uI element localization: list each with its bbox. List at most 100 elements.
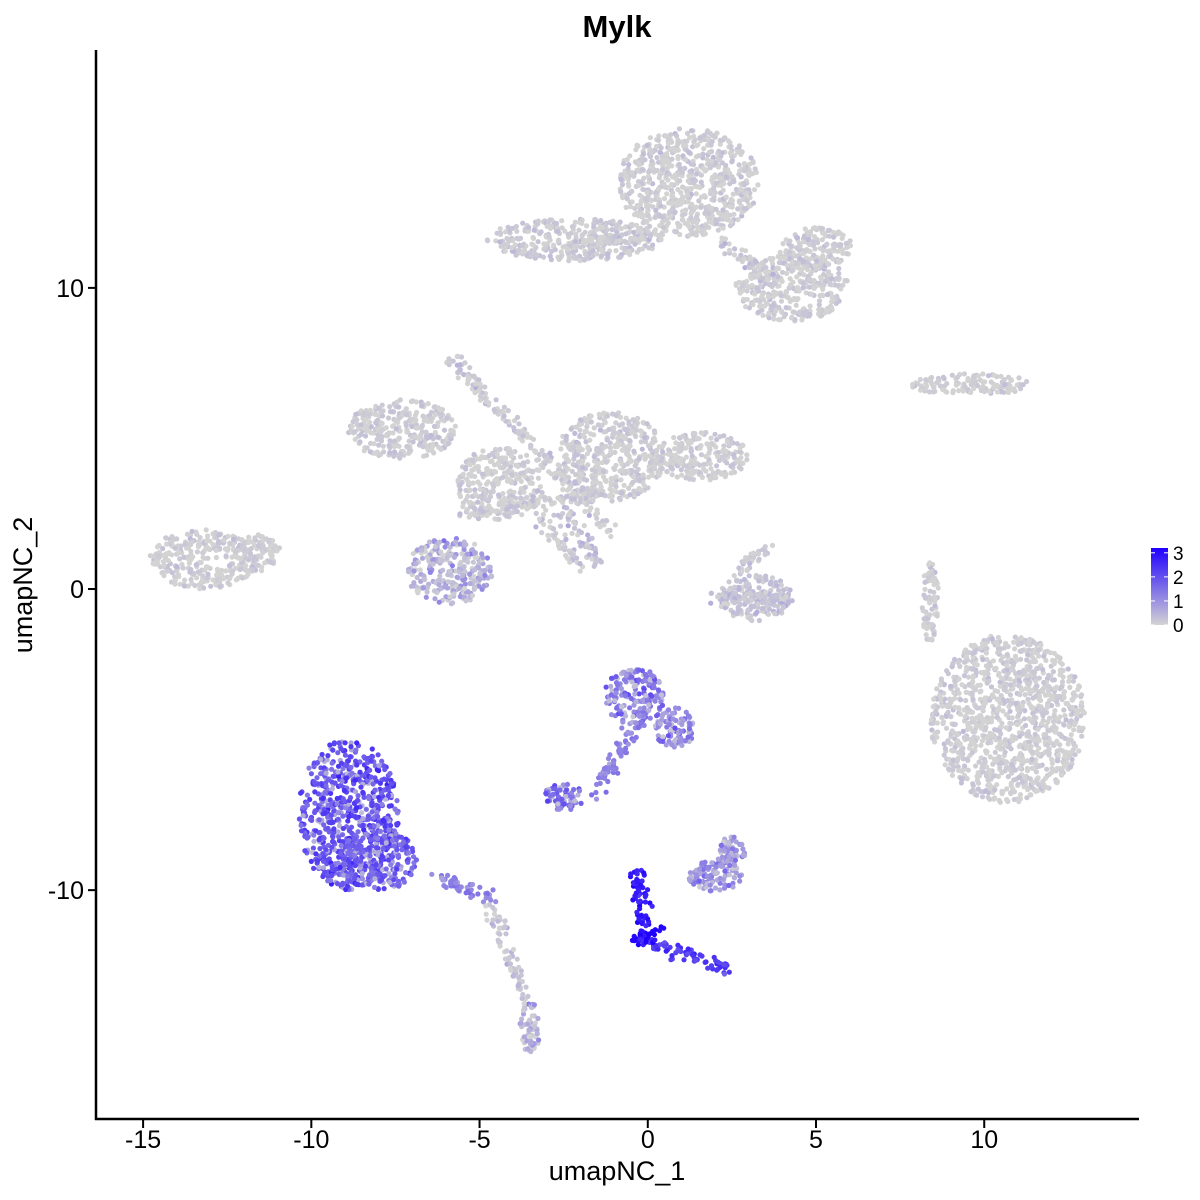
cell-point [628, 222, 634, 228]
cell-point [704, 441, 710, 447]
cell-point [491, 462, 498, 468]
cell-point [509, 459, 515, 465]
cell-point [783, 305, 789, 311]
cell-point [391, 438, 397, 444]
cell-point [463, 466, 469, 472]
cell-point [1054, 738, 1060, 744]
cell-point [675, 458, 681, 464]
cell-point [412, 412, 418, 418]
cell-point [659, 154, 666, 160]
cell-point [1029, 749, 1035, 755]
cell-point [628, 235, 634, 241]
cell-point [999, 770, 1005, 776]
cell-point [804, 247, 810, 253]
cell-point [803, 255, 809, 261]
cell-point [1044, 692, 1050, 698]
cell-point [991, 773, 997, 779]
cell-point [736, 162, 742, 168]
cell-point [460, 572, 466, 579]
cell-point [502, 248, 508, 254]
cell-point [156, 542, 162, 549]
cell-point [840, 250, 846, 256]
cell-point [515, 463, 521, 469]
cell-point [996, 754, 1002, 760]
cell-point [1061, 689, 1067, 695]
cell-point [756, 617, 763, 624]
cell-point [765, 611, 772, 617]
cell-point [633, 222, 640, 228]
cell-point [1035, 647, 1042, 653]
cell-point [713, 206, 719, 212]
cell-point [1043, 657, 1049, 664]
cell-point [611, 429, 618, 435]
cell-point [680, 153, 686, 159]
cell-point [698, 172, 705, 178]
cell-point [656, 212, 662, 218]
cell-point [426, 539, 433, 545]
cell-point [727, 181, 733, 187]
cell-point [1015, 781, 1021, 787]
cell-point [981, 701, 987, 707]
cell-point [706, 210, 712, 217]
cell-point [710, 154, 716, 160]
cell-point [708, 466, 714, 472]
cell-point [431, 404, 437, 410]
cell-point [632, 241, 638, 247]
cell-point [828, 304, 835, 310]
cell-point [1067, 764, 1074, 770]
cell-point [410, 419, 416, 425]
cell-point [992, 787, 998, 793]
cell-point [928, 374, 935, 381]
cell-point [174, 536, 180, 542]
cell-point [962, 714, 968, 720]
cell-point [1066, 724, 1072, 730]
cell-point [756, 309, 762, 315]
cell-point [736, 458, 742, 465]
cell-point [744, 278, 750, 284]
cell-point [247, 550, 253, 557]
cell-point [784, 270, 790, 276]
cell-point [364, 445, 370, 451]
cell-point [372, 450, 378, 456]
cell-point [1080, 725, 1086, 731]
cell-point [213, 547, 219, 553]
cell-point [634, 142, 641, 148]
cell-point [825, 260, 831, 267]
cell-point [1011, 386, 1017, 392]
cell-point [921, 592, 927, 598]
cell-point [928, 636, 935, 642]
cell-point [834, 275, 840, 282]
cell-point [795, 265, 802, 271]
cell-point [420, 585, 426, 591]
cell-point [255, 543, 262, 549]
cell-point [672, 452, 679, 458]
cell-point [694, 229, 700, 235]
cell-point [527, 480, 533, 486]
cell-point [970, 696, 976, 702]
cell-point [565, 444, 572, 450]
cell-point [1008, 761, 1015, 767]
cell-point [665, 220, 671, 226]
cell-point [956, 706, 962, 712]
cell-point [778, 293, 784, 299]
cell-point [563, 433, 570, 439]
cell-point [669, 472, 675, 478]
cell-point [472, 578, 478, 584]
cell-point [713, 221, 720, 227]
cell-point [991, 372, 997, 378]
cell-point [513, 252, 519, 258]
cell-point [764, 300, 771, 307]
cell-point [379, 420, 385, 426]
cell-point [385, 415, 392, 421]
cell-point [628, 188, 634, 194]
cell-point [531, 227, 537, 233]
cell-point [396, 443, 402, 449]
cell-point [728, 470, 734, 476]
cell-point [376, 405, 382, 411]
cell-point [1025, 652, 1031, 658]
cell-point [949, 372, 955, 378]
cell-point [964, 726, 971, 733]
cell-point [424, 589, 430, 595]
cell-point [705, 128, 711, 134]
cell-point [161, 562, 167, 569]
